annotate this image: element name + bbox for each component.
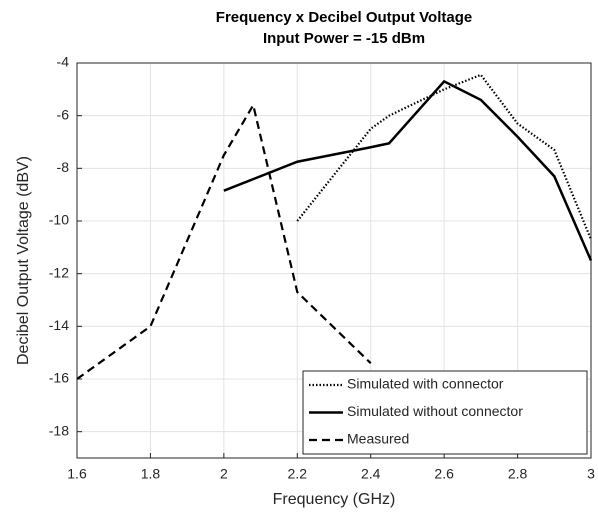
line-series bbox=[296, 73, 593, 240]
legend-label: Simulated without connector bbox=[347, 403, 523, 419]
x-axis-label: Frequency (GHz) bbox=[273, 491, 396, 508]
y-tick-label: -8 bbox=[57, 159, 70, 175]
y-tick-label: -10 bbox=[49, 212, 69, 228]
legend-box bbox=[302, 370, 588, 455]
line-series bbox=[76, 102, 372, 380]
y-tick-label: -12 bbox=[49, 264, 69, 280]
y-tick-label: -18 bbox=[49, 422, 69, 438]
legend-label: Measured bbox=[347, 431, 409, 447]
chart-title: Input Power = -15 dBm bbox=[263, 30, 425, 47]
x-tick-label: 1.6 bbox=[67, 466, 87, 482]
x-tick-label: 2 bbox=[220, 466, 228, 482]
y-tick-label: -6 bbox=[57, 106, 70, 122]
y-axis-label: Decibel Output Voltage (dBV) bbox=[15, 156, 32, 365]
x-tick-label: 1.8 bbox=[141, 466, 161, 482]
y-tick-label: -14 bbox=[49, 317, 69, 333]
y-tick-label: -16 bbox=[49, 370, 69, 386]
x-tick-label: 2.4 bbox=[361, 466, 381, 482]
line-series bbox=[223, 79, 593, 261]
x-tick-label: 2.8 bbox=[508, 466, 528, 482]
x-tick-label: 2.2 bbox=[288, 466, 308, 482]
chart-title: Frequency x Decibel Output Voltage bbox=[216, 9, 472, 26]
legend: Simulated with connector Simulated withou… bbox=[302, 370, 588, 455]
x-tick-label: 3 bbox=[587, 466, 595, 482]
x-tick-label: 2.6 bbox=[434, 466, 454, 482]
y-tick-label: -4 bbox=[57, 54, 70, 70]
legend-label: Simulated with connector bbox=[347, 376, 504, 392]
